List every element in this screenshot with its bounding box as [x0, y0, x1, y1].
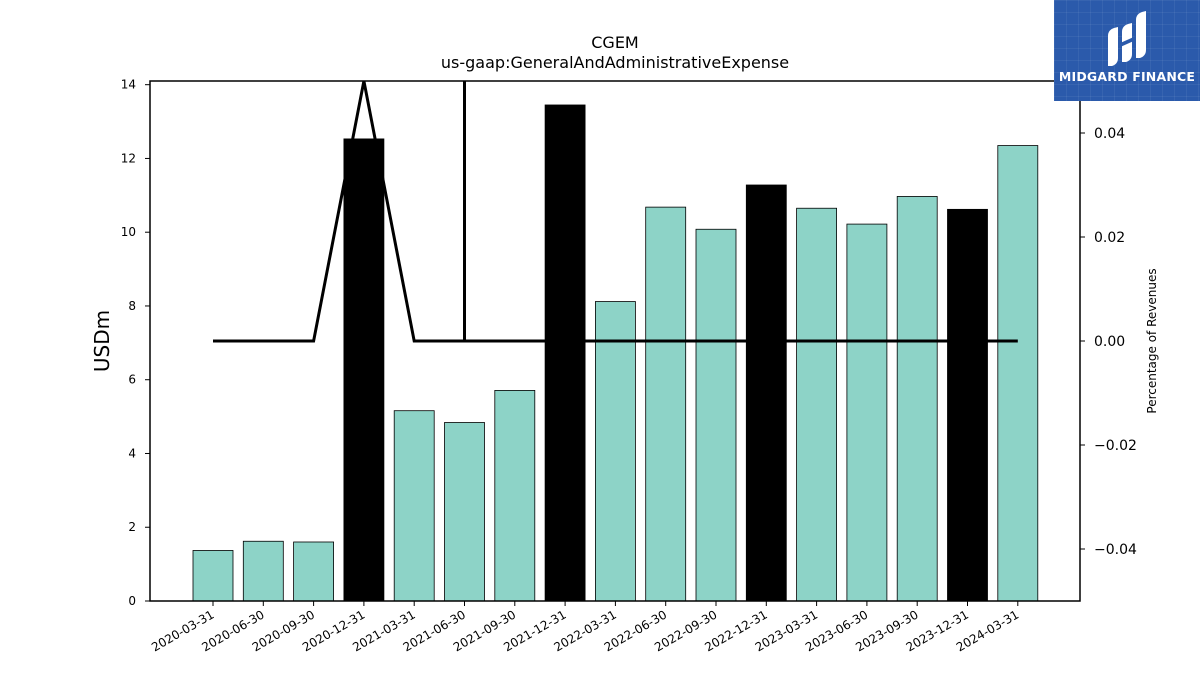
bar-2023-09-30: [896, 196, 938, 602]
y-tick-label: 8: [128, 299, 136, 313]
y-axis-label: USDm: [90, 310, 114, 372]
bar-2021-06-30: [444, 422, 485, 602]
y2-axis-label: Percentage of Revenues: [1145, 268, 1159, 413]
y-tick-label: 12: [121, 151, 136, 165]
bar-2022-09-30: [695, 228, 737, 602]
y-tick-label: 0: [128, 594, 136, 608]
bar-2023-03-31: [796, 207, 837, 602]
y2-tick-label: 0.04: [1094, 126, 1125, 142]
bar-2022-03-31: [595, 301, 636, 602]
percentage-line: [213, 80, 1018, 343]
bar-2021-12-31: [544, 104, 586, 602]
y-tick-label: 10: [121, 225, 136, 239]
y2-tick-label: −0.02: [1094, 438, 1137, 454]
bar-2020-03-31: [192, 550, 234, 602]
bar-2023-06-30: [846, 223, 888, 602]
bar-2022-12-31: [745, 184, 787, 602]
midgard-finance-logo: MIDGARD FINANCE: [1054, 0, 1200, 101]
bar-2021-03-31: [393, 410, 435, 602]
bar-2020-09-30: [293, 541, 335, 602]
y-tick-label: 2: [128, 520, 136, 534]
chart-title: CGEM: [591, 33, 638, 52]
bar-2024-03-31: [997, 145, 1039, 602]
bar-2022-06-30: [645, 206, 687, 602]
logo-text: MIDGARD FINANCE: [1058, 69, 1196, 84]
y-tick-label: 14: [121, 78, 136, 92]
chart-subtitle: us-gaap:GeneralAndAdministrativeExpense: [441, 53, 789, 72]
y-tick-label: 4: [128, 446, 136, 460]
logo-mark-icon: [1108, 11, 1146, 66]
y2-tick-label: 0.00: [1094, 334, 1125, 350]
y2-tick-label: −0.04: [1094, 542, 1137, 558]
y-tick-label: 6: [128, 373, 136, 387]
bar-2023-12-31: [947, 208, 988, 602]
bar-2020-12-31: [343, 138, 385, 602]
bar-2021-09-30: [494, 390, 536, 602]
percentage-line-group: [213, 80, 1018, 343]
y2-tick-label: 0.02: [1094, 230, 1125, 246]
bar-2020-06-30: [242, 540, 284, 602]
bars-group: [192, 104, 1039, 602]
